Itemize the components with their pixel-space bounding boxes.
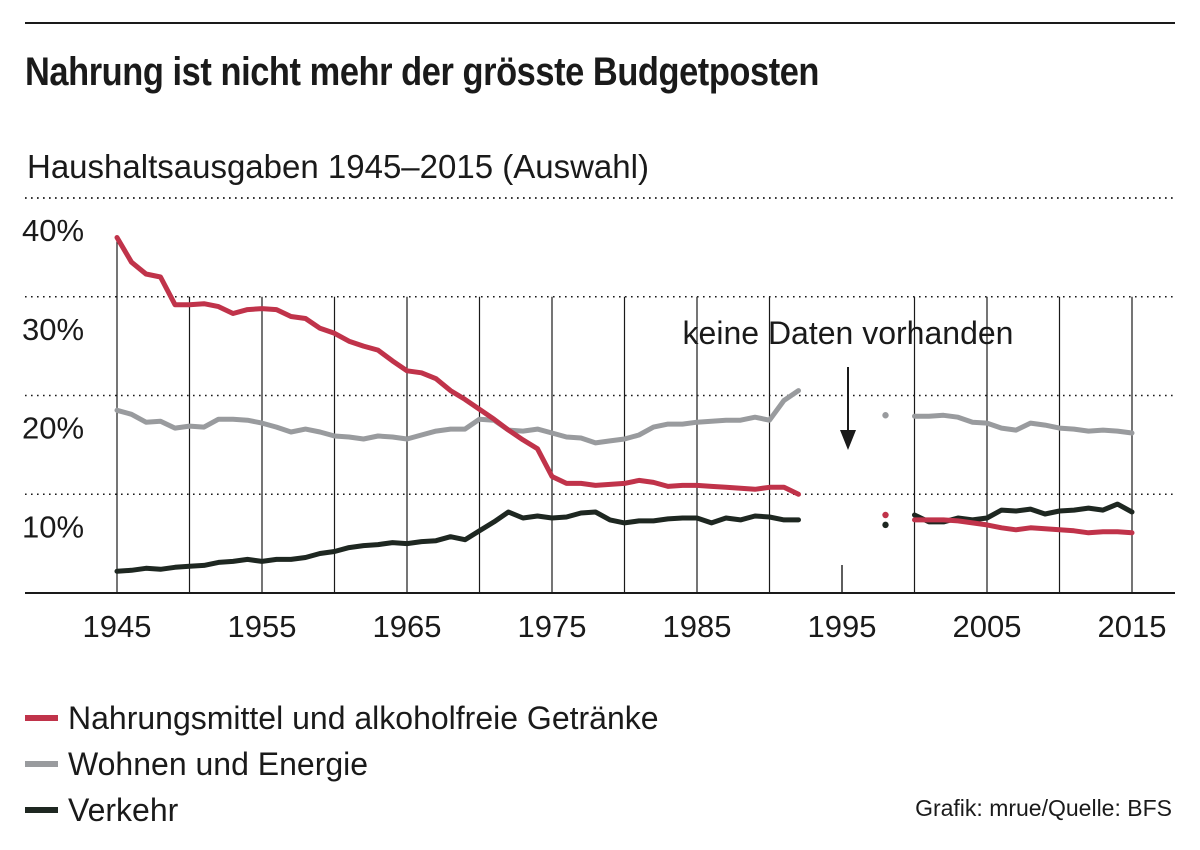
x-tick-label: 2005 <box>953 609 1022 644</box>
y-tick-label: 40% <box>22 213 84 248</box>
legend-label: Verkehr <box>68 791 179 828</box>
annotation-text: keine Daten vorhanden <box>683 315 1014 351</box>
legend-item-wohnen: Wohnen und Energie <box>25 741 659 787</box>
annotation-arrow-head <box>840 430 856 450</box>
x-tick-label: 1955 <box>228 609 297 644</box>
y-tick-labels: 10% 20% 30% 40% <box>22 213 84 544</box>
no-data-annotation: keine Daten vorhanden <box>683 315 1014 450</box>
x-tick-label: 1945 <box>83 609 152 644</box>
chart-subtitle: Haushaltsausgaben 1945–2015 (Auswahl) <box>27 148 649 185</box>
y-tick-label: 20% <box>22 411 84 446</box>
legend-label: Wohnen und Energie <box>68 745 369 782</box>
source-credit: Grafik: mrue/Quelle: BFS <box>915 795 1172 821</box>
series-line-1-segment-1 <box>912 412 1135 436</box>
x-tick-labels: 1945 1955 1965 1975 1985 1995 2005 2015 <box>83 609 1167 644</box>
legend-swatch <box>25 807 58 813</box>
y-tick-label: 30% <box>22 312 84 347</box>
legend-swatch <box>25 761 58 767</box>
series-line-0-segment-0 <box>114 235 801 497</box>
chart-title: Nahrung ist nicht mehr der grösste Budge… <box>25 50 820 94</box>
series-line-0-segment-1 <box>912 517 1135 536</box>
series-dot-2-0 <box>882 521 889 529</box>
series-lines <box>114 235 1135 574</box>
x-tick-label: 1985 <box>663 609 732 644</box>
series-dot-0-0 <box>882 511 889 519</box>
series-line-1-segment-0 <box>114 388 801 446</box>
legend-item-nahrung: Nahrungsmittel und alkoholfreie Getränke <box>25 695 659 741</box>
x-tick-label: 2015 <box>1098 609 1167 644</box>
series-dots <box>882 412 889 529</box>
y-tick-label: 10% <box>22 509 84 544</box>
x-tick-label: 1995 <box>808 609 877 644</box>
legend-label: Nahrungsmittel und alkoholfreie Getränke <box>68 699 659 736</box>
series-line-2-segment-0 <box>114 509 801 574</box>
legend: Nahrungsmittel und alkoholfreie Getränke… <box>25 695 659 833</box>
legend-item-verkehr: Verkehr <box>25 787 659 833</box>
vertical-gridlines <box>116 237 1133 593</box>
x-tick-label: 1975 <box>518 609 587 644</box>
legend-swatch <box>25 715 58 721</box>
x-tick-label: 1965 <box>373 609 442 644</box>
top-rule <box>25 22 1175 24</box>
series-dot-1-0 <box>882 412 889 419</box>
